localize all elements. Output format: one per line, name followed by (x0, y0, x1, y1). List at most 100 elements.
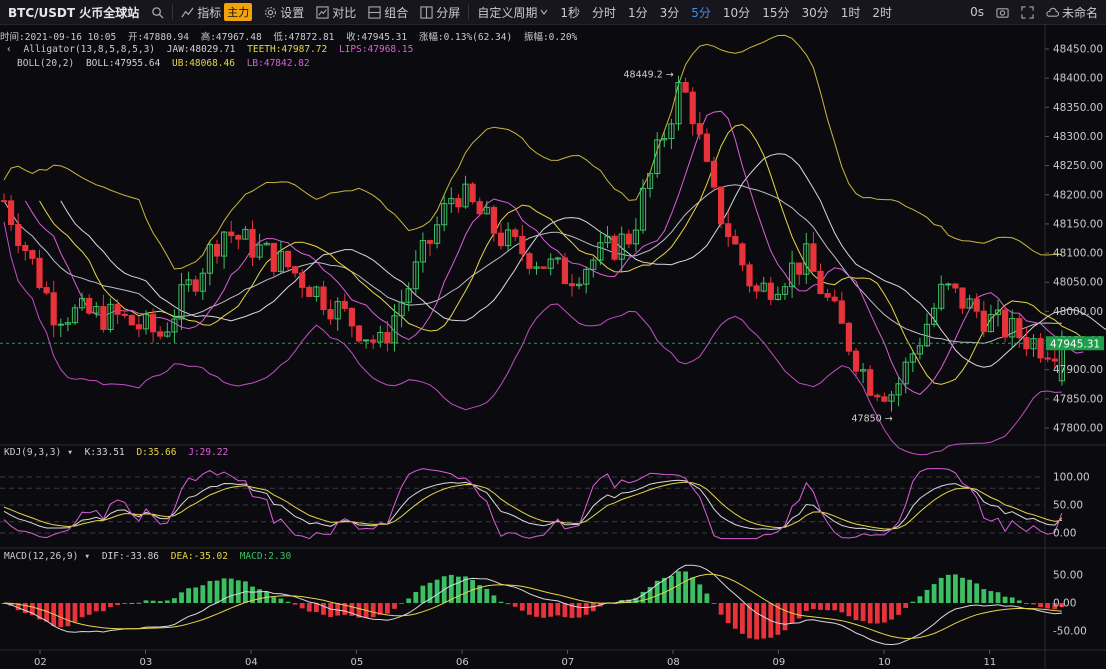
candle-body (86, 297, 93, 314)
candle-body (263, 242, 270, 246)
kdj-j: J:29.22 (188, 447, 229, 458)
period-1[interactable]: 分时 (591, 5, 616, 20)
candle-body (334, 301, 341, 320)
candle-body (185, 279, 192, 286)
top-toolbar: BTC/USDT 火币全球站 指标 主力 设置 对比 组合 分屏 自定义周期 1… (0, 0, 1106, 25)
macd-histogram-bar (285, 601, 291, 603)
candle-body (838, 300, 845, 324)
candle-body (654, 139, 661, 174)
candle-body (590, 259, 597, 270)
ohlc-amplitude: 振幅:0.20% (523, 32, 578, 43)
candle-body (561, 257, 568, 285)
macd-histogram-bar (37, 603, 42, 620)
macd-histogram-bar (86, 603, 92, 615)
macd-histogram-bar (1045, 603, 1051, 609)
candle-body (568, 283, 576, 287)
candle-body (845, 322, 852, 352)
candle-body (753, 285, 760, 292)
macd-dropdown-icon[interactable]: ▾ (84, 551, 91, 562)
macd-histogram-bar (555, 603, 561, 616)
screenshot-button[interactable] (990, 6, 1015, 19)
price-tick-label: 48300.00 (1053, 131, 1103, 143)
fullscreen-icon (1021, 5, 1034, 19)
kdj-k-line (3, 479, 1063, 532)
macd-histogram-bar (626, 599, 632, 603)
macd-histogram-bar (235, 580, 241, 603)
candle-body (249, 228, 256, 258)
boll-lb: LB:47842.82 (246, 58, 310, 69)
candle-body (441, 203, 448, 226)
candle-body (22, 245, 29, 252)
macd-histogram-bar (370, 603, 376, 618)
period-2[interactable]: 1分 (627, 5, 648, 20)
kdj-panel (3, 468, 1063, 540)
macd-histogram-bar (945, 574, 951, 603)
macd-histogram-bar (463, 576, 468, 603)
boll-lower-line (3, 221, 1062, 456)
macd-histogram-bar (392, 603, 397, 609)
period-4[interactable]: 5分 (691, 5, 711, 20)
period-5[interactable]: 10分 (722, 5, 751, 20)
macd-histogram-bar (65, 603, 71, 627)
candlestick-chart[interactable]: 48450.00 48400.00 48350.00 48300.00 48250.00… (0, 25, 1106, 669)
period-9[interactable]: 2时 (872, 5, 893, 20)
candle-body (547, 258, 554, 269)
boll-mid: BOLL:47955.64 (85, 58, 161, 69)
period-6[interactable]: 15分 (762, 5, 790, 20)
candle-body (57, 323, 64, 326)
settings-button[interactable]: 设置 (258, 4, 310, 21)
split-screen-button[interactable]: 分屏 (414, 4, 466, 21)
macd-histogram-bar (470, 580, 475, 603)
split-screen-icon (420, 5, 433, 19)
macd-histogram-bar (157, 601, 163, 603)
kdj-dropdown-icon[interactable]: ▾ (67, 447, 73, 458)
symbol-title[interactable]: BTC/USDT 火币全球站 (8, 5, 140, 20)
custom-period-button[interactable]: 自定义周期 (471, 4, 554, 21)
kdj-legend[interactable]: KDJ(9,3,3) ▾ K:33.51 D:35.66 J:29.22 (4, 447, 234, 458)
period-7[interactable]: 30分 (801, 5, 829, 20)
candle-body (192, 279, 199, 292)
candle-body (767, 282, 774, 300)
boll-legend[interactable]: BOLL(20,2) BOLL:47955.64 UB:48068.46 LB:… (17, 58, 316, 69)
macd-histogram-bar (243, 581, 248, 603)
search-button[interactable] (145, 6, 170, 19)
macd-histogram-bar (22, 603, 28, 613)
macd-histogram-bar (314, 603, 319, 613)
compare-button[interactable]: 对比 (310, 4, 362, 21)
chevron-down-icon (540, 9, 548, 15)
candle-body (206, 244, 214, 274)
macd-histogram-bar (271, 597, 277, 603)
macd-histogram-bar (150, 600, 156, 603)
period-8[interactable]: 1时 (840, 5, 861, 20)
toolbar-divider (468, 4, 470, 20)
layout-name-button[interactable]: 未命名 (1040, 4, 1106, 21)
macd-histogram-bar (576, 603, 582, 618)
combo-button[interactable]: 组合 (362, 4, 414, 21)
period-0[interactable]: 1秒 (560, 5, 580, 20)
candle-body (412, 261, 419, 290)
legend-collapse-icon[interactable]: ‹ (6, 44, 12, 55)
candle-body (405, 288, 412, 303)
macd-dif: DIF:-33.86 (101, 551, 160, 562)
main-badge[interactable]: 主力 (224, 3, 253, 21)
alligator-legend[interactable]: ‹ Alligator(13,8,5,8,5,3) JAW:48029.71 T… (6, 44, 419, 55)
candle-body (803, 243, 810, 275)
candle-body (448, 198, 455, 205)
candle-body (497, 232, 505, 247)
countdown-label: 0s (970, 5, 984, 19)
macd-legend[interactable]: MACD(12,26,9) ▾ DIF:-33.86 DEA:-35.02 MAC… (4, 551, 297, 562)
macd-histogram-bar (732, 603, 738, 629)
macd-histogram-bar (292, 603, 298, 605)
period-3[interactable]: 3分 (659, 5, 680, 20)
candle-body (966, 298, 973, 309)
fullscreen-button[interactable] (1015, 5, 1040, 19)
macd-histogram-bar (456, 576, 461, 603)
macd-histogram-bar (1024, 603, 1029, 604)
time-tick-label: 02 (34, 657, 47, 668)
candle-body (867, 369, 874, 396)
indicators-button[interactable]: 指标 主力 (175, 3, 258, 21)
candle-body (370, 339, 377, 343)
macd-histogram-bar (58, 603, 64, 628)
macd-histogram-bar (633, 597, 639, 603)
macd-histogram-bar (640, 591, 646, 603)
